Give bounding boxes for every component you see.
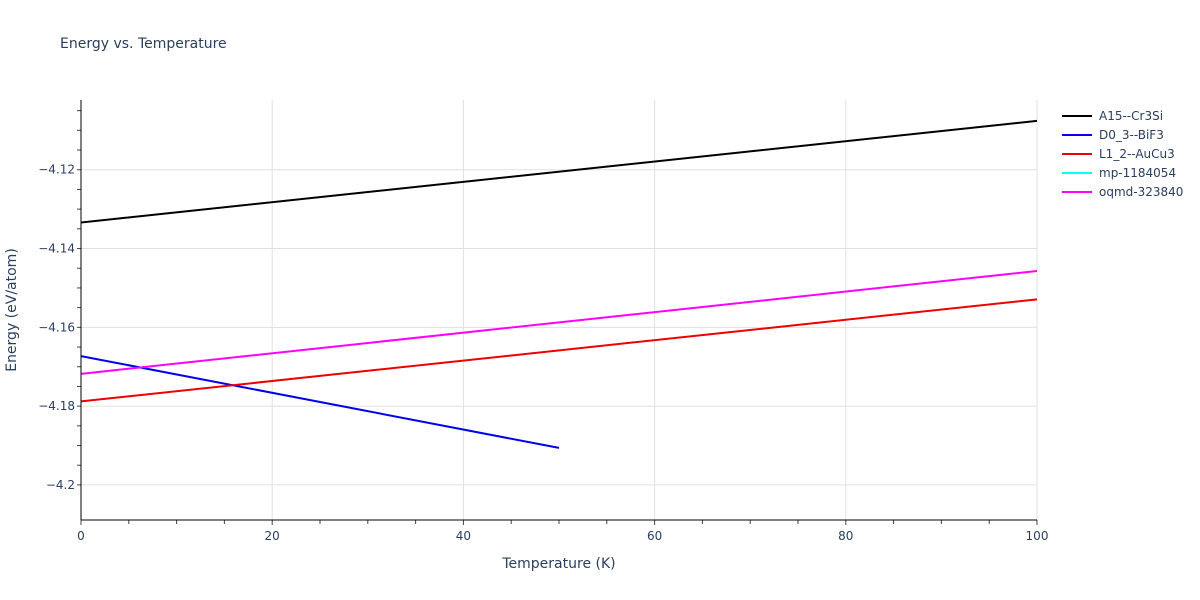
legend-swatch-icon [1062, 133, 1092, 136]
y-tick-label: −4.12 [38, 163, 75, 177]
series-line [80, 119, 1038, 224]
x-axis-title: Temperature (K) [501, 556, 615, 572]
legend-label: A15--Cr3Si [1099, 108, 1164, 123]
x-tick-label: 100 [1026, 529, 1049, 543]
legend-label: D0_3--BiF3 [1099, 127, 1164, 142]
legend: A15--Cr3Si D0_3--BiF3 L1_2--AuCu3 mp-118405… [1062, 106, 1183, 201]
y-tick-label: −4.14 [38, 242, 75, 256]
y-axis-title: Energy (eV/atom) [4, 248, 20, 372]
legend-swatch-icon [1062, 114, 1092, 117]
legend-swatch-icon [1062, 190, 1092, 193]
x-tick-label: 40 [456, 529, 471, 543]
y-tick-label: −4.18 [38, 399, 75, 413]
legend-item[interactable]: A15--Cr3Si [1062, 106, 1183, 125]
series-line [80, 270, 1038, 375]
series-line [80, 355, 560, 449]
series-line [80, 298, 1038, 403]
legend-label: L1_2--AuCu3 [1099, 146, 1175, 161]
x-tick-label: 20 [265, 529, 280, 543]
x-tick-label: 80 [838, 529, 853, 543]
x-tick-label: 60 [647, 529, 662, 543]
legend-item[interactable]: D0_3--BiF3 [1062, 125, 1183, 144]
y-tick-label: −4.2 [46, 478, 75, 492]
legend-label: mp-1184054 [1099, 165, 1177, 180]
legend-swatch-icon [1062, 171, 1092, 174]
y-tick-label: −4.16 [38, 320, 75, 334]
legend-item[interactable]: mp-1184054 [1062, 163, 1183, 182]
legend-label: oqmd-323840 [1099, 184, 1184, 199]
legend-swatch-icon [1062, 152, 1092, 155]
x-tick-label: 0 [77, 529, 85, 543]
chart-title: Energy vs. Temperature [60, 36, 227, 52]
legend-item[interactable]: oqmd-323840 [1062, 182, 1183, 201]
legend-item[interactable]: L1_2--AuCu3 [1062, 144, 1183, 163]
